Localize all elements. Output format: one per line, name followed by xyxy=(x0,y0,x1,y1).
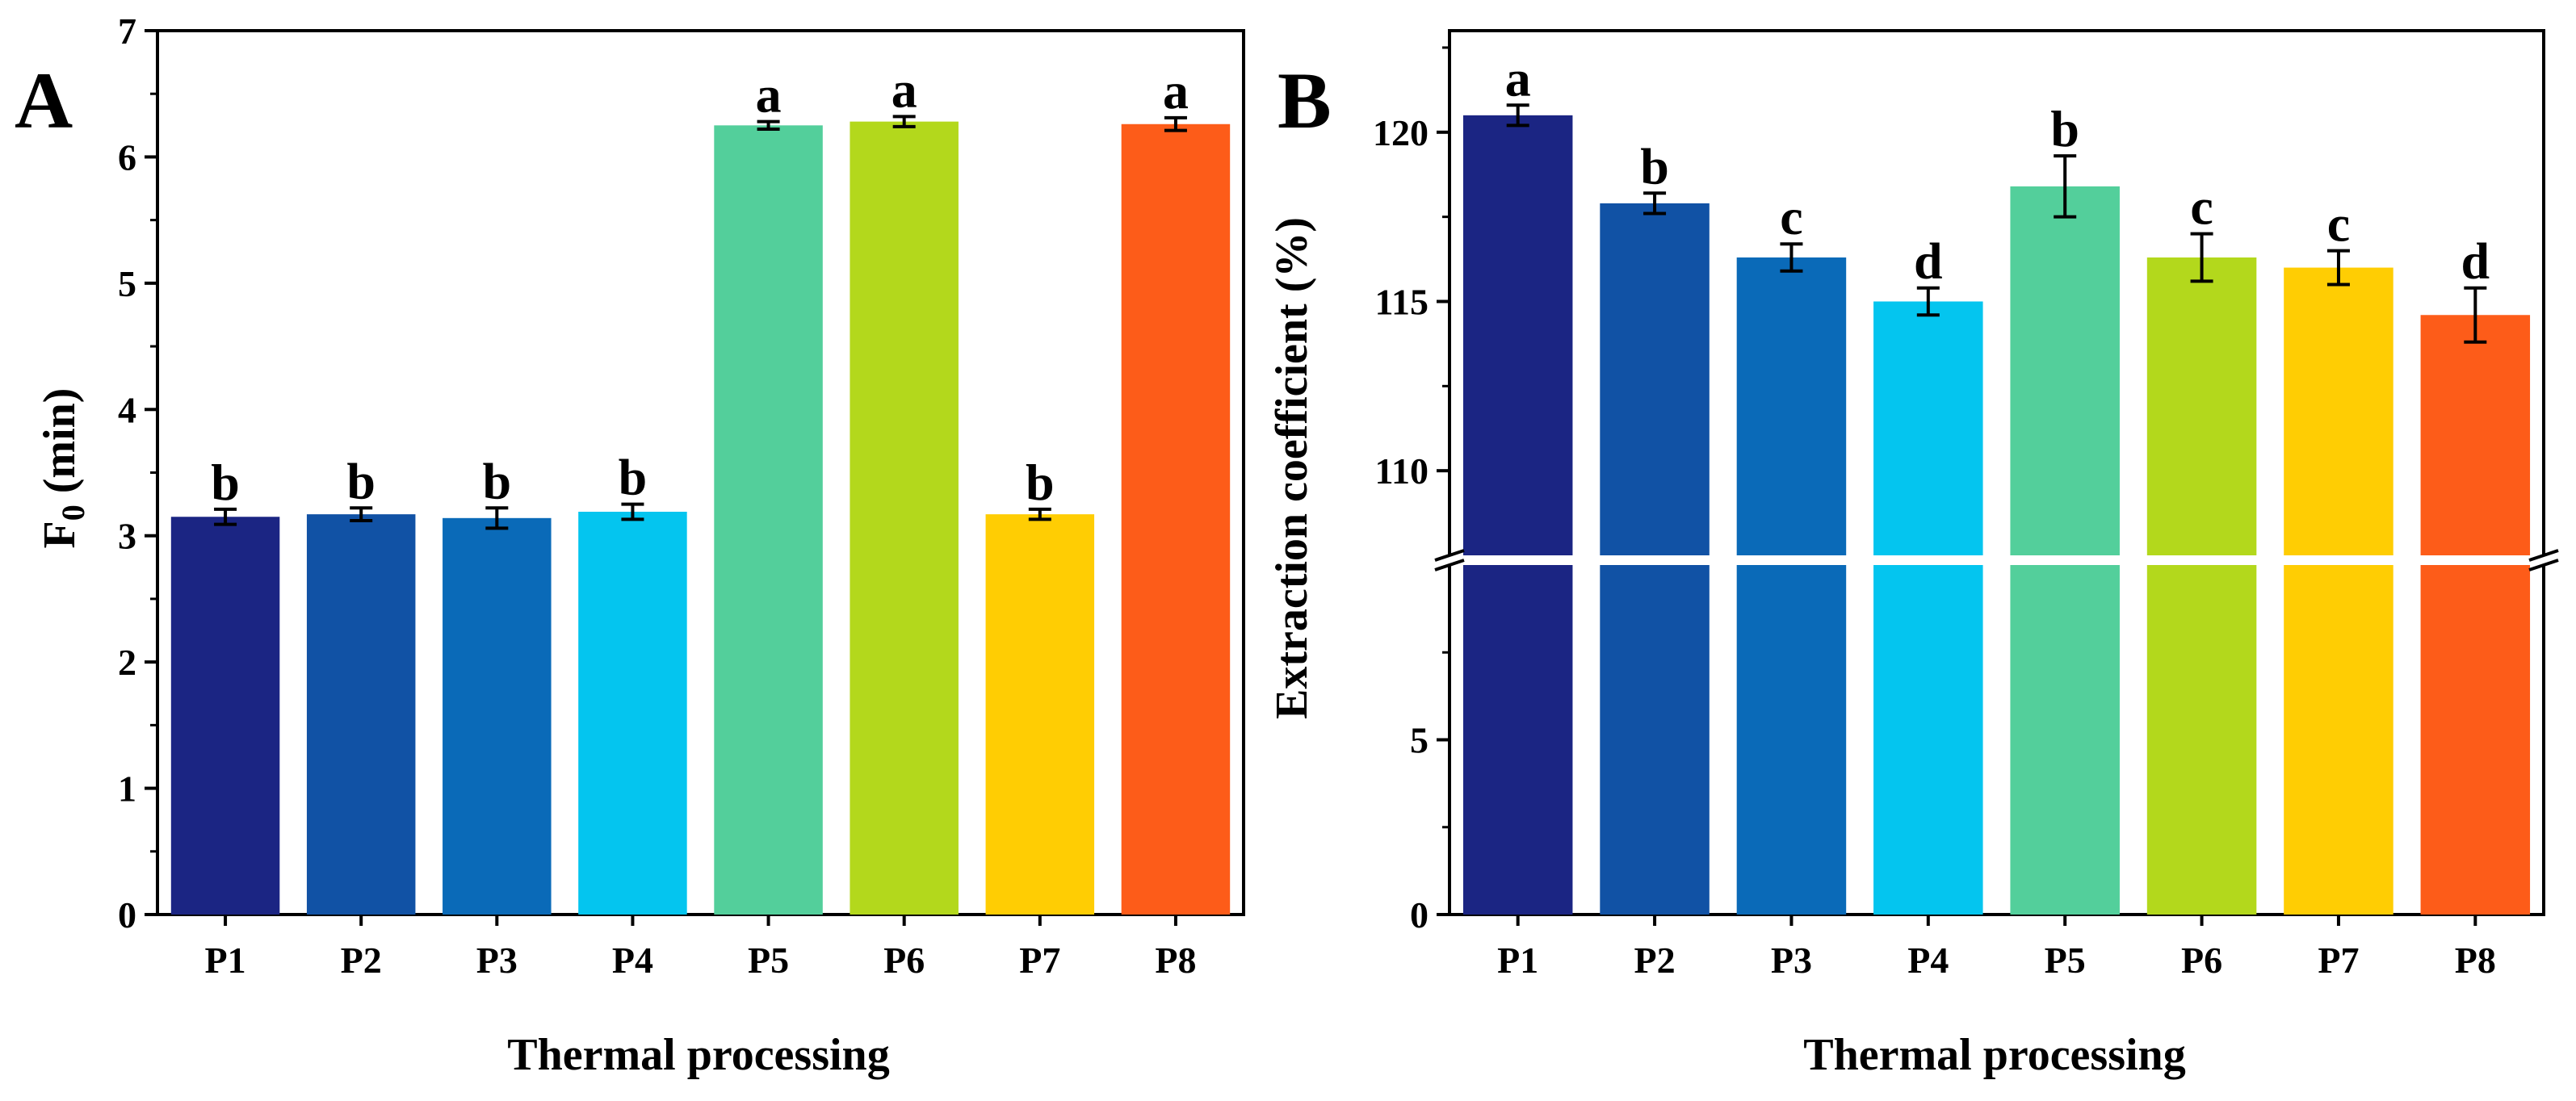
panel-b-xtick-label: P7 xyxy=(2318,940,2359,981)
panel-a-significance-letter: a xyxy=(756,66,782,123)
panel-b-ytick-label: 5 xyxy=(1410,720,1429,761)
panel-a-ytick-label: 0 xyxy=(118,894,136,936)
panel-b-axis-break-mark xyxy=(1434,549,1465,562)
panel-a-bar-p4 xyxy=(578,511,687,915)
panel-b-bar-lower-p7 xyxy=(2284,565,2393,915)
panel-b-plot: a P1 b P2 c P3 d P4 b P5 c P6 c P7 d P8 110 115 120 0 5 xyxy=(1373,29,2560,981)
panel-a-significance-letter: b xyxy=(346,452,375,509)
panel-b-label: B xyxy=(1278,56,1332,145)
panel-b-axis-break-gap xyxy=(1433,555,2560,565)
panel-b-xtick-label: P3 xyxy=(1771,940,1812,981)
panel-b-ytick-label: 115 xyxy=(1375,281,1429,322)
panel-b-xlabel: Thermal processing xyxy=(1803,1030,2185,1080)
panel-b-xtick-label: P5 xyxy=(2045,940,2086,981)
panel-b-bar-lower-p6 xyxy=(2146,565,2257,915)
panel-b-xtick-label: P6 xyxy=(2181,940,2222,981)
panel-b-xtick-label: P4 xyxy=(1907,940,1949,981)
panel-b-significance-letter: b xyxy=(1640,137,1669,195)
panel-a-xtick-label: P5 xyxy=(748,940,789,981)
panel-b-bar-lower-p4 xyxy=(1873,565,1983,915)
panel-a-xtick-label: P8 xyxy=(1155,940,1196,981)
panel-a-xtick-label: P3 xyxy=(476,940,518,981)
panel-b-bar-lower-p5 xyxy=(2010,565,2120,915)
panel-b-bar-upper-p6 xyxy=(2146,257,2257,555)
panel-a-plot: b P1 b P2 b P3 b P4 a P5 a P6 b P7 a P8 0 1 2 3 4 5 6 7 xyxy=(118,10,1245,981)
panel-b-significance-letter: c xyxy=(2327,195,2350,253)
panel-b-significance-letter: d xyxy=(2461,232,2490,290)
panel-a-xtick-label: P2 xyxy=(341,940,382,981)
panel-b-significance-letter: a xyxy=(1505,49,1531,107)
panel-a-xlabel: Thermal processing xyxy=(507,1030,889,1080)
panel-b-bar-lower-p1 xyxy=(1462,565,1573,915)
panel-a-ytick-label: 2 xyxy=(118,642,136,683)
panel-a-significance-letter: b xyxy=(619,449,648,506)
panel-a-xtick-label: P4 xyxy=(612,940,653,981)
panel-b-axis-break-mark xyxy=(2528,549,2559,562)
panel-b-significance-letter: c xyxy=(2190,178,2213,236)
panel-a-ytick-label: 1 xyxy=(118,768,136,810)
panel-b-bar-lower-p2 xyxy=(1600,565,1710,915)
panel-a-ylabel: F0 (min) xyxy=(35,388,91,549)
panel-b-significance-letter: c xyxy=(1780,188,1802,245)
panel-b-bar-upper-p7 xyxy=(2284,267,2393,555)
panel-b-significance-letter: b xyxy=(2050,100,2079,157)
panel-b-ytick-label: 0 xyxy=(1410,894,1429,936)
panel-b-axis-break-mark xyxy=(1434,559,1465,571)
panel-a-label: A xyxy=(15,56,73,145)
panel-a-bar-p7 xyxy=(985,514,1095,915)
panel-b-bar-upper-p1 xyxy=(1462,115,1573,555)
panel-b-bar-upper-p5 xyxy=(2010,186,2120,555)
panel-a-ytick-label: 4 xyxy=(118,389,136,430)
panel-a-xtick-label: P1 xyxy=(205,940,246,981)
panel-a-ytick-label: 5 xyxy=(118,263,136,304)
panel-a-significance-letter: b xyxy=(483,452,512,509)
panel-b-bar-upper-p2 xyxy=(1600,203,1710,555)
panel-a-significance-letter: b xyxy=(1026,454,1055,511)
panel-a-significance-letter: b xyxy=(211,454,240,511)
panel-b-bar-lower-p8 xyxy=(2420,565,2531,915)
panel-a-ytick-label: 3 xyxy=(118,516,136,557)
panel-a-xtick-label: P6 xyxy=(883,940,925,981)
panel-a-significance-letter: a xyxy=(892,61,917,118)
panel-a-ytick-label: 6 xyxy=(118,136,136,178)
panel-a-bar-p5 xyxy=(714,125,823,915)
panel-b-bar-upper-p3 xyxy=(1736,257,1847,555)
panel-a-xtick-label: P7 xyxy=(1019,940,1060,981)
panel-b-bar-lower-p3 xyxy=(1736,565,1847,915)
panel-a-significance-letter: a xyxy=(1163,62,1189,119)
panel-a-bar-p6 xyxy=(850,121,959,915)
panel-b-xtick-label: P8 xyxy=(2455,940,2496,981)
panel-b-significance-letter: d xyxy=(1914,232,1943,290)
panel-a-bar-p2 xyxy=(306,514,416,915)
panel-b-bar-upper-p8 xyxy=(2420,315,2531,555)
panel-a-bar-p3 xyxy=(443,517,552,915)
panel-b-ylabel: Extraction coefficient (%) xyxy=(1267,217,1317,719)
panel-b-ytick-label: 110 xyxy=(1375,450,1429,492)
panel-b-axis-break-mark xyxy=(2528,559,2559,571)
panel-b-frame xyxy=(1448,29,2545,916)
panel-b-ytick-label: 120 xyxy=(1373,112,1429,153)
panel-b-bar-upper-p4 xyxy=(1873,301,1983,555)
panel-a-ytick-label: 7 xyxy=(118,10,136,52)
panel-b-xtick-label: P1 xyxy=(1497,940,1538,981)
panel-a-bar-p1 xyxy=(170,517,280,915)
panel-a-bar-p8 xyxy=(1121,123,1231,915)
panel-b-xtick-label: P2 xyxy=(1634,940,1676,981)
